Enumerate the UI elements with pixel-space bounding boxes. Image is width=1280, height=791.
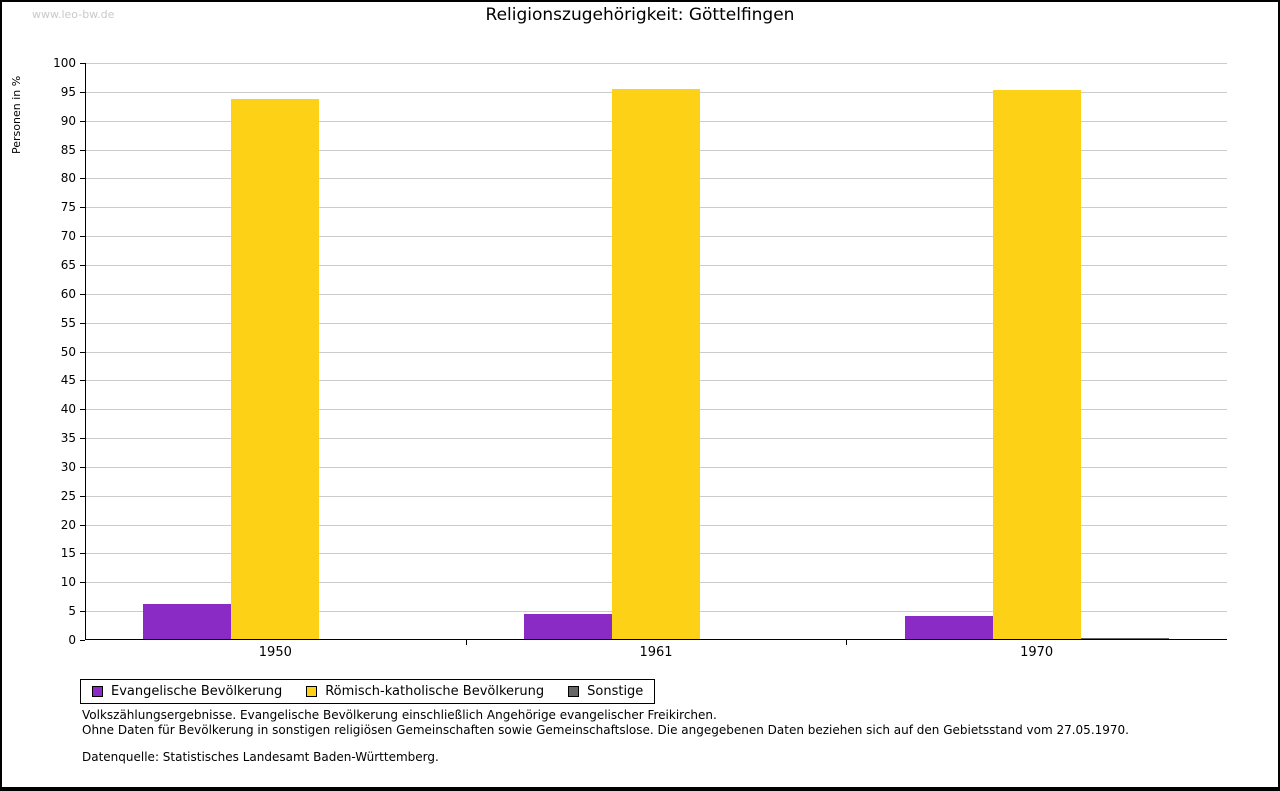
plot-area: 0 5 10 15 20 25 30 35 40 45 50 55 60 65 70 75 80 85 90 95 10…: [53, 57, 1227, 659]
y-tick-label: 45: [60, 373, 76, 388]
x-tick-label: 1950: [258, 645, 292, 660]
gridline: [85, 63, 1227, 64]
y-tick-mark: [80, 236, 85, 238]
legend-label: Sonstige: [587, 684, 644, 699]
footnotes: Volkszählungsergebnisse. Evangelische Be…: [82, 708, 1129, 765]
legend-swatch-icon: [568, 686, 580, 697]
y-tick-mark: [80, 409, 85, 411]
footnote-source: Datenquelle: Statistisches Landesamt Bad…: [82, 750, 439, 764]
y-tick-mark: [80, 351, 85, 353]
bar-1970-series-2: [1080, 637, 1169, 640]
y-tick-mark: [80, 380, 85, 382]
bar-1970-series-1: [992, 89, 1081, 640]
bar-1961-series-0: [524, 614, 612, 640]
y-tick-mark: [80, 322, 85, 324]
y-tick-mark: [80, 293, 85, 295]
bar-1970-series-0: [904, 615, 993, 640]
y-tick-label: 20: [60, 517, 76, 532]
legend-item-1: Römisch-katholische Bevölkerung: [306, 684, 544, 699]
y-tick-mark: [80, 466, 85, 468]
x-axis: [85, 639, 1227, 640]
legend-label: Evangelische Bevölkerung: [111, 684, 283, 699]
x-tick-mark: [465, 640, 467, 645]
legend-item-0: Evangelische Bevölkerung: [92, 684, 282, 699]
y-tick-label: 40: [60, 402, 76, 417]
y-axis-title: Personen in %: [10, 75, 23, 154]
y-tick-label: 60: [60, 286, 76, 301]
y-tick-label: 0: [68, 633, 76, 647]
bar-1950-series-1: [231, 98, 320, 640]
y-tick-label: 5: [68, 604, 76, 619]
y-tick-mark: [80, 438, 85, 440]
y-tick-label: 65: [60, 257, 76, 272]
y-tick-label: 75: [60, 200, 76, 215]
footnote-line-1: Volkszählungsergebnisse. Evangelische Be…: [82, 708, 717, 722]
y-tick-label: 10: [60, 575, 76, 590]
bar-1961-series-1: [612, 88, 700, 640]
y-tick-label: 35: [60, 431, 76, 446]
x-tick-mark: [846, 640, 848, 645]
y-tick-mark: [80, 553, 85, 555]
y-tick-label: 80: [60, 171, 76, 186]
y-tick-mark: [80, 178, 85, 180]
y-tick-mark: [80, 63, 85, 64]
y-tick-label: 50: [60, 344, 76, 359]
y-tick-label: 15: [60, 546, 76, 561]
y-tick-mark: [80, 149, 85, 151]
y-tick-label: 85: [60, 142, 76, 157]
y-axis: [85, 63, 86, 640]
y-tick-label: 95: [60, 84, 76, 99]
y-tick-mark: [80, 495, 85, 497]
legend-label: Römisch-katholische Bevölkerung: [325, 684, 545, 699]
y-tick-mark: [80, 640, 85, 641]
y-tick-mark: [80, 582, 85, 584]
y-tick-mark: [80, 91, 85, 93]
y-tick-label: 70: [60, 229, 76, 244]
watermark: www.leo-bw.de: [32, 8, 115, 21]
legend: Evangelische Bevölkerung Römisch-katholis…: [80, 679, 656, 704]
y-tick-mark: [80, 264, 85, 266]
chart-title: Religionszugehörigkeit: Göttelfingen: [485, 5, 795, 25]
bar-1950-series-0: [143, 604, 232, 640]
y-tick-label: 90: [60, 113, 76, 128]
legend-item-2: Sonstige: [568, 684, 643, 699]
legend-swatch-icon: [306, 686, 318, 697]
y-tick-label: 30: [60, 459, 76, 474]
y-tick-mark: [80, 207, 85, 209]
x-tick-label: 1970: [1020, 645, 1054, 660]
legend-swatch-icon: [92, 686, 103, 697]
y-tick-label: 25: [60, 488, 76, 503]
y-tick-label: 100: [53, 56, 76, 70]
y-tick-label: 55: [60, 315, 76, 330]
y-tick-mark: [80, 120, 85, 122]
y-tick-mark: [80, 524, 85, 526]
x-tick-label: 1961: [639, 645, 673, 660]
y-tick-mark: [80, 611, 85, 613]
footnote-line-2: Ohne Daten für Bevölkerung in sonstigen …: [82, 722, 1129, 737]
